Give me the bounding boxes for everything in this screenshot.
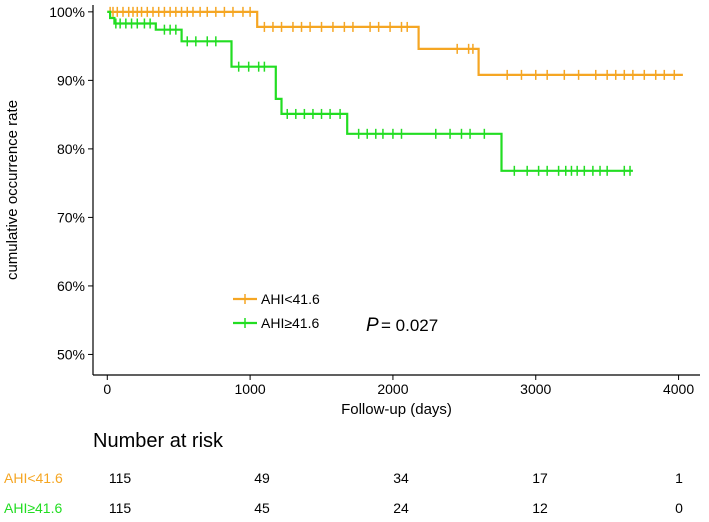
y-tick-label: 50% — [57, 346, 85, 362]
x-tick-label: 4000 — [663, 381, 694, 397]
p-value-text: = 0.027 — [381, 316, 438, 335]
series-line-1 — [107, 10, 683, 76]
x-tick-label: 2000 — [377, 381, 408, 397]
x-axis-label: Follow-up (days) — [341, 401, 452, 418]
risk-value: 49 — [254, 470, 270, 486]
y-axis-label: cumulative occurrence rate — [4, 100, 21, 280]
risk-value: 0 — [675, 500, 683, 516]
legend-label: AHI≥41.6 — [261, 315, 319, 331]
risk-value: 45 — [254, 500, 270, 516]
y-tick-label: 70% — [57, 209, 85, 225]
risk-table-title: Number at risk — [93, 430, 224, 452]
series-line-2 — [107, 10, 633, 172]
x-tick-label: 0 — [103, 381, 111, 397]
risk-row-group-1: AHI<41.6 115 49 34 17 1 — [0, 470, 709, 492]
y-tick-label: 100% — [49, 4, 85, 20]
risk-value: 115 — [108, 470, 132, 486]
risk-value: 12 — [532, 500, 548, 516]
risk-value: 34 — [393, 470, 409, 486]
x-tick-label: 1000 — [235, 381, 266, 397]
risk-row-group-2: AHI≥41.6 115 45 24 12 0 — [0, 500, 709, 522]
risk-row-label: AHI<41.6 — [4, 470, 63, 486]
legend-label: AHI<41.6 — [261, 291, 320, 307]
x-tick-label: 3000 — [520, 381, 551, 397]
risk-value: 24 — [393, 500, 409, 516]
risk-value: 17 — [532, 470, 548, 486]
p-value-symbol: P — [366, 315, 379, 336]
risk-value: 115 — [108, 500, 132, 516]
risk-value: 1 — [675, 470, 683, 486]
y-tick-label: 90% — [57, 72, 85, 88]
y-tick-label: 60% — [57, 278, 85, 294]
risk-row-label: AHI≥41.6 — [4, 500, 63, 516]
km-chart: 50% 60% 70% 80% 90% 100% 0 1000 2000 3000 4000 Foll… — [4, 4, 700, 418]
y-tick-label: 80% — [57, 141, 85, 157]
